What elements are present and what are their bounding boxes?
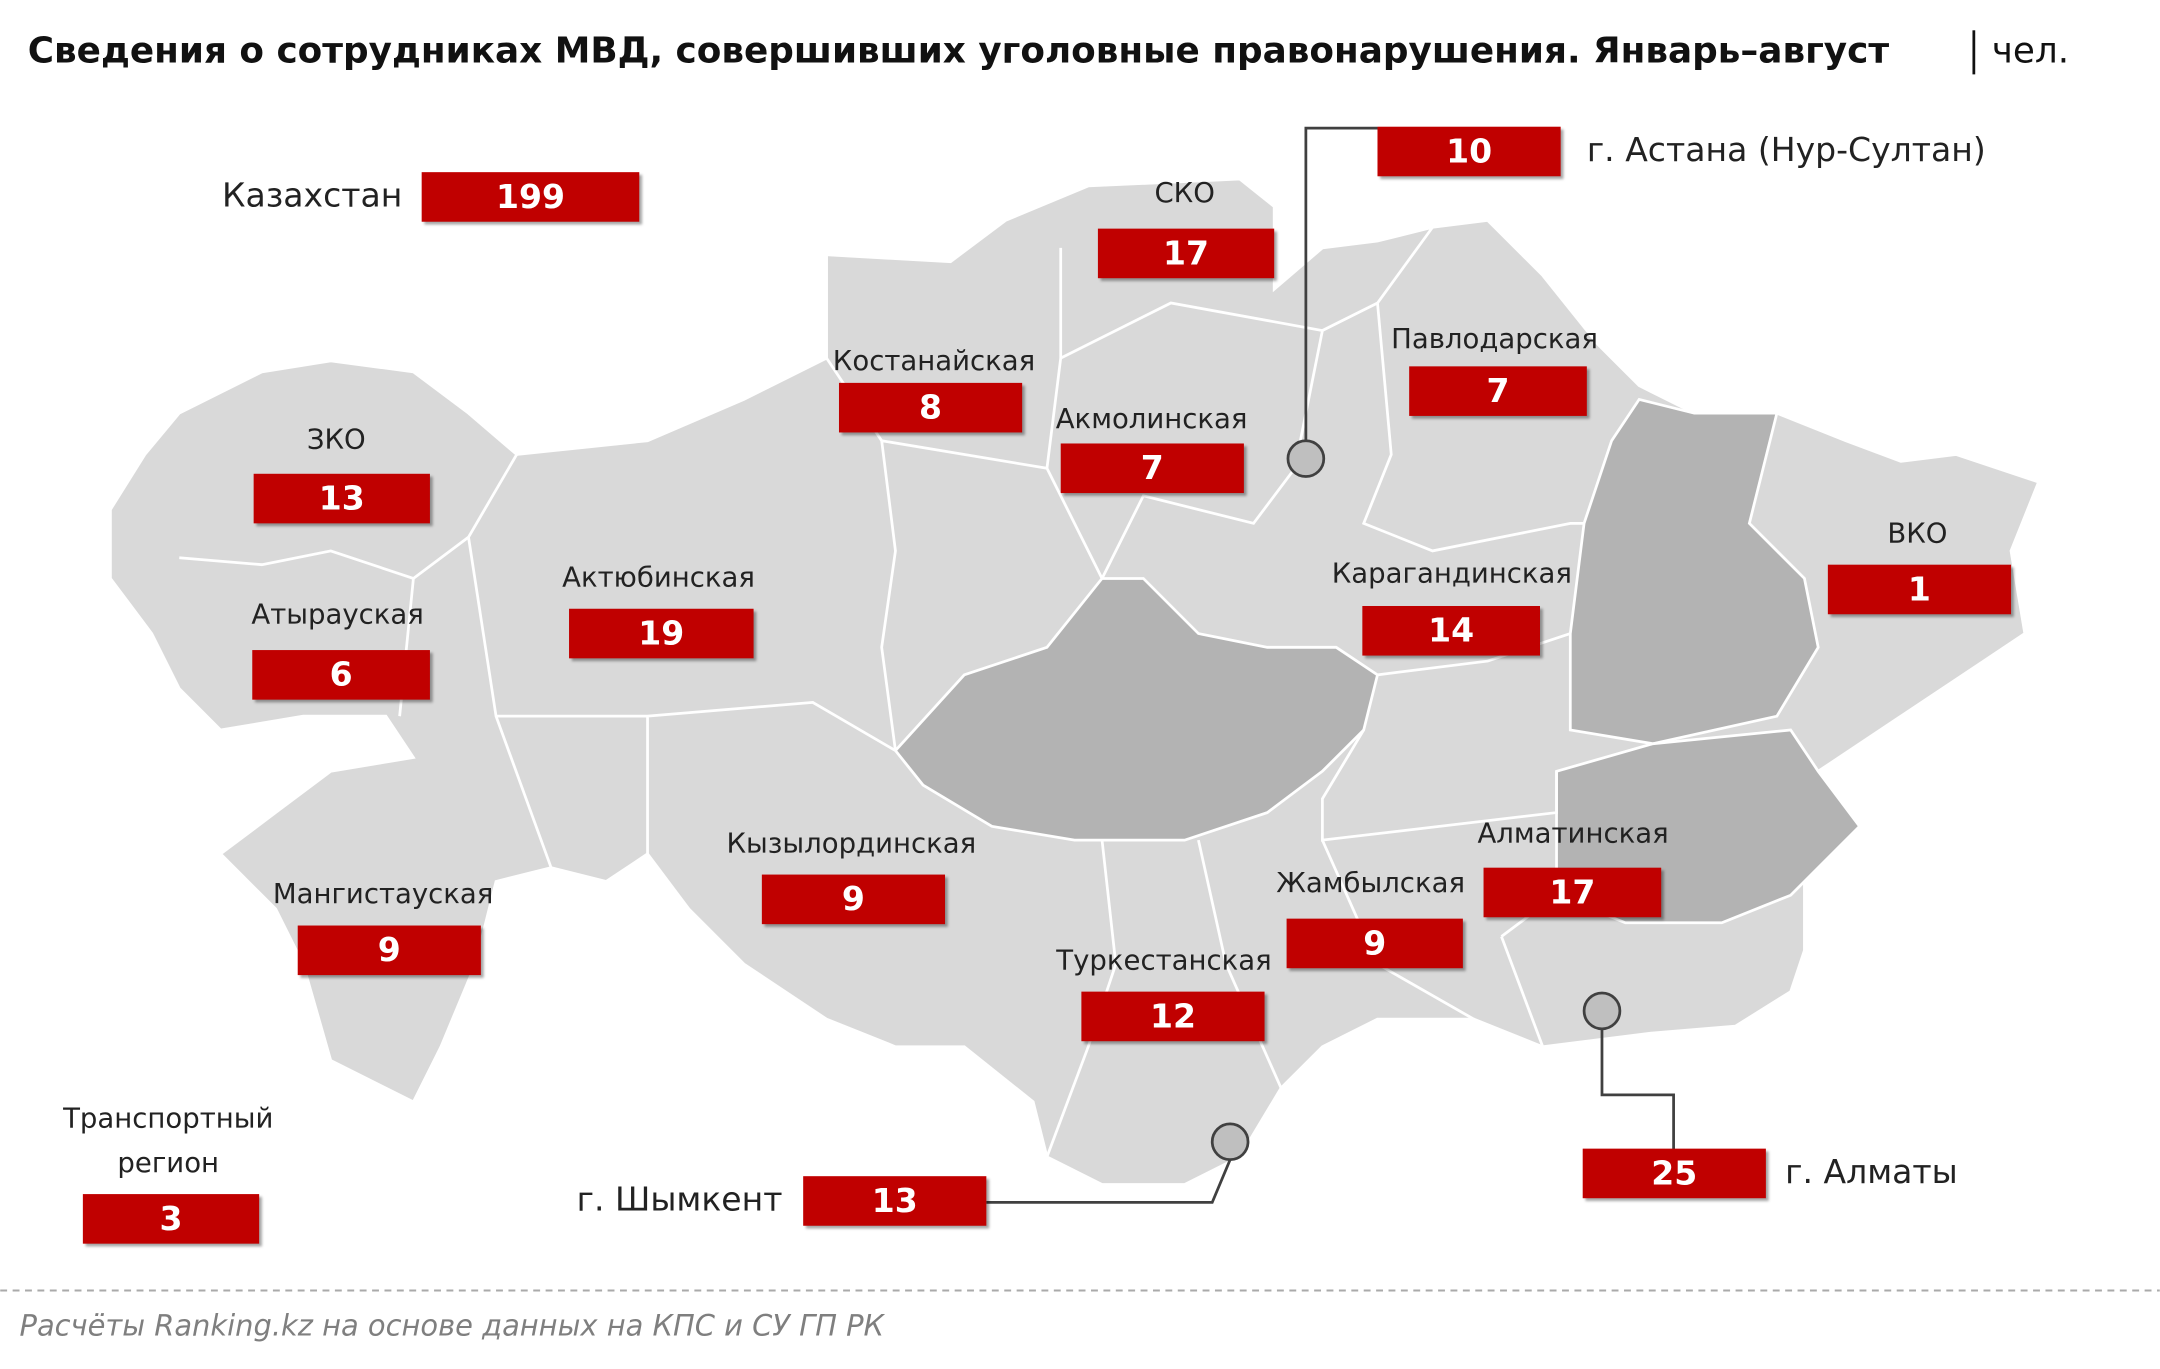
value-box [421,172,640,222]
value-label: 1 [1908,569,1931,608]
almaty-marker [1582,991,1622,1031]
value-label: 199 [496,177,565,216]
region-name: Алматинская [1477,818,1668,850]
value-label: 3 [160,1199,183,1238]
value-box [569,608,754,659]
source: Расчёты Ranking.kz на основе данных на К… [20,1309,886,1343]
value-label: 19 [638,613,684,652]
value-label: 14 [1428,611,1474,650]
value-label: 17 [1163,233,1209,272]
value-box [1483,867,1662,918]
value-box [297,925,481,976]
value-box [1097,228,1275,279]
value-box [1081,991,1265,1042]
transport-label: Транспортный [62,1103,273,1135]
city-name: г. Астана (Нур-Султан) [1587,130,1986,169]
value-label: 8 [919,388,942,427]
kazakhstan-map [109,126,2041,1204]
value-label: 9 [1363,923,1386,962]
value-box [1827,564,2012,615]
total-label: Казахстан [222,175,402,214]
title: Сведения о сотрудниках МВД, совершивших … [28,30,1890,71]
region-name: Акмолинская [1056,403,1248,435]
value-label: 9 [378,930,401,969]
value-box [253,473,430,524]
value-label: 7 [1141,448,1164,487]
value-label: 10 [1446,131,1492,170]
region-name: Павлодарская [1391,323,1598,355]
value-box [1377,126,1561,177]
value-box [1582,1148,1766,1199]
almaty-leader [1600,1028,1675,1151]
value-box [1409,366,1587,416]
value-label: 13 [872,1181,918,1220]
region-name: Карагандинская [1332,557,1572,589]
value-label: 13 [319,478,365,517]
region-name: Атырауская [251,599,423,631]
value-label: 7 [1486,371,1509,410]
value-box [803,1176,987,1226]
value-box [1362,605,1541,656]
shymkent-leader [986,1159,1232,1204]
value-label: 9 [842,879,865,918]
value-label: 12 [1150,996,1196,1035]
value-box [761,874,946,925]
region-name: Костанайская [833,345,1035,377]
city-name: г. Шымкент [577,1179,783,1218]
value-label: 17 [1549,872,1595,911]
region-name: Жамбылская [1276,867,1465,899]
value-label: 25 [1651,1153,1697,1192]
region-name: Кызылординская [727,827,977,859]
region-name: Мангистауская [273,878,494,910]
city-name: г. Алматы [1785,1152,1958,1191]
region-name: Актюбинская [562,561,755,593]
value-label: 6 [330,655,353,694]
region-name: Туркестанская [1055,944,1271,976]
unit: чел. [1992,30,2069,71]
region-name: ВКО [1887,517,1947,549]
value-box [1060,443,1244,494]
astana-marker [1286,439,1326,478]
shymkent-marker [1210,1122,1250,1162]
value-box [1286,918,1463,969]
region-name: СКО [1154,177,1214,209]
value-box [252,650,430,700]
region-name: ЗКО [307,424,366,456]
value-box [82,1194,260,1244]
value-box [838,382,1023,433]
transport-label: регион [117,1147,219,1179]
astana-leader [1304,126,1378,441]
